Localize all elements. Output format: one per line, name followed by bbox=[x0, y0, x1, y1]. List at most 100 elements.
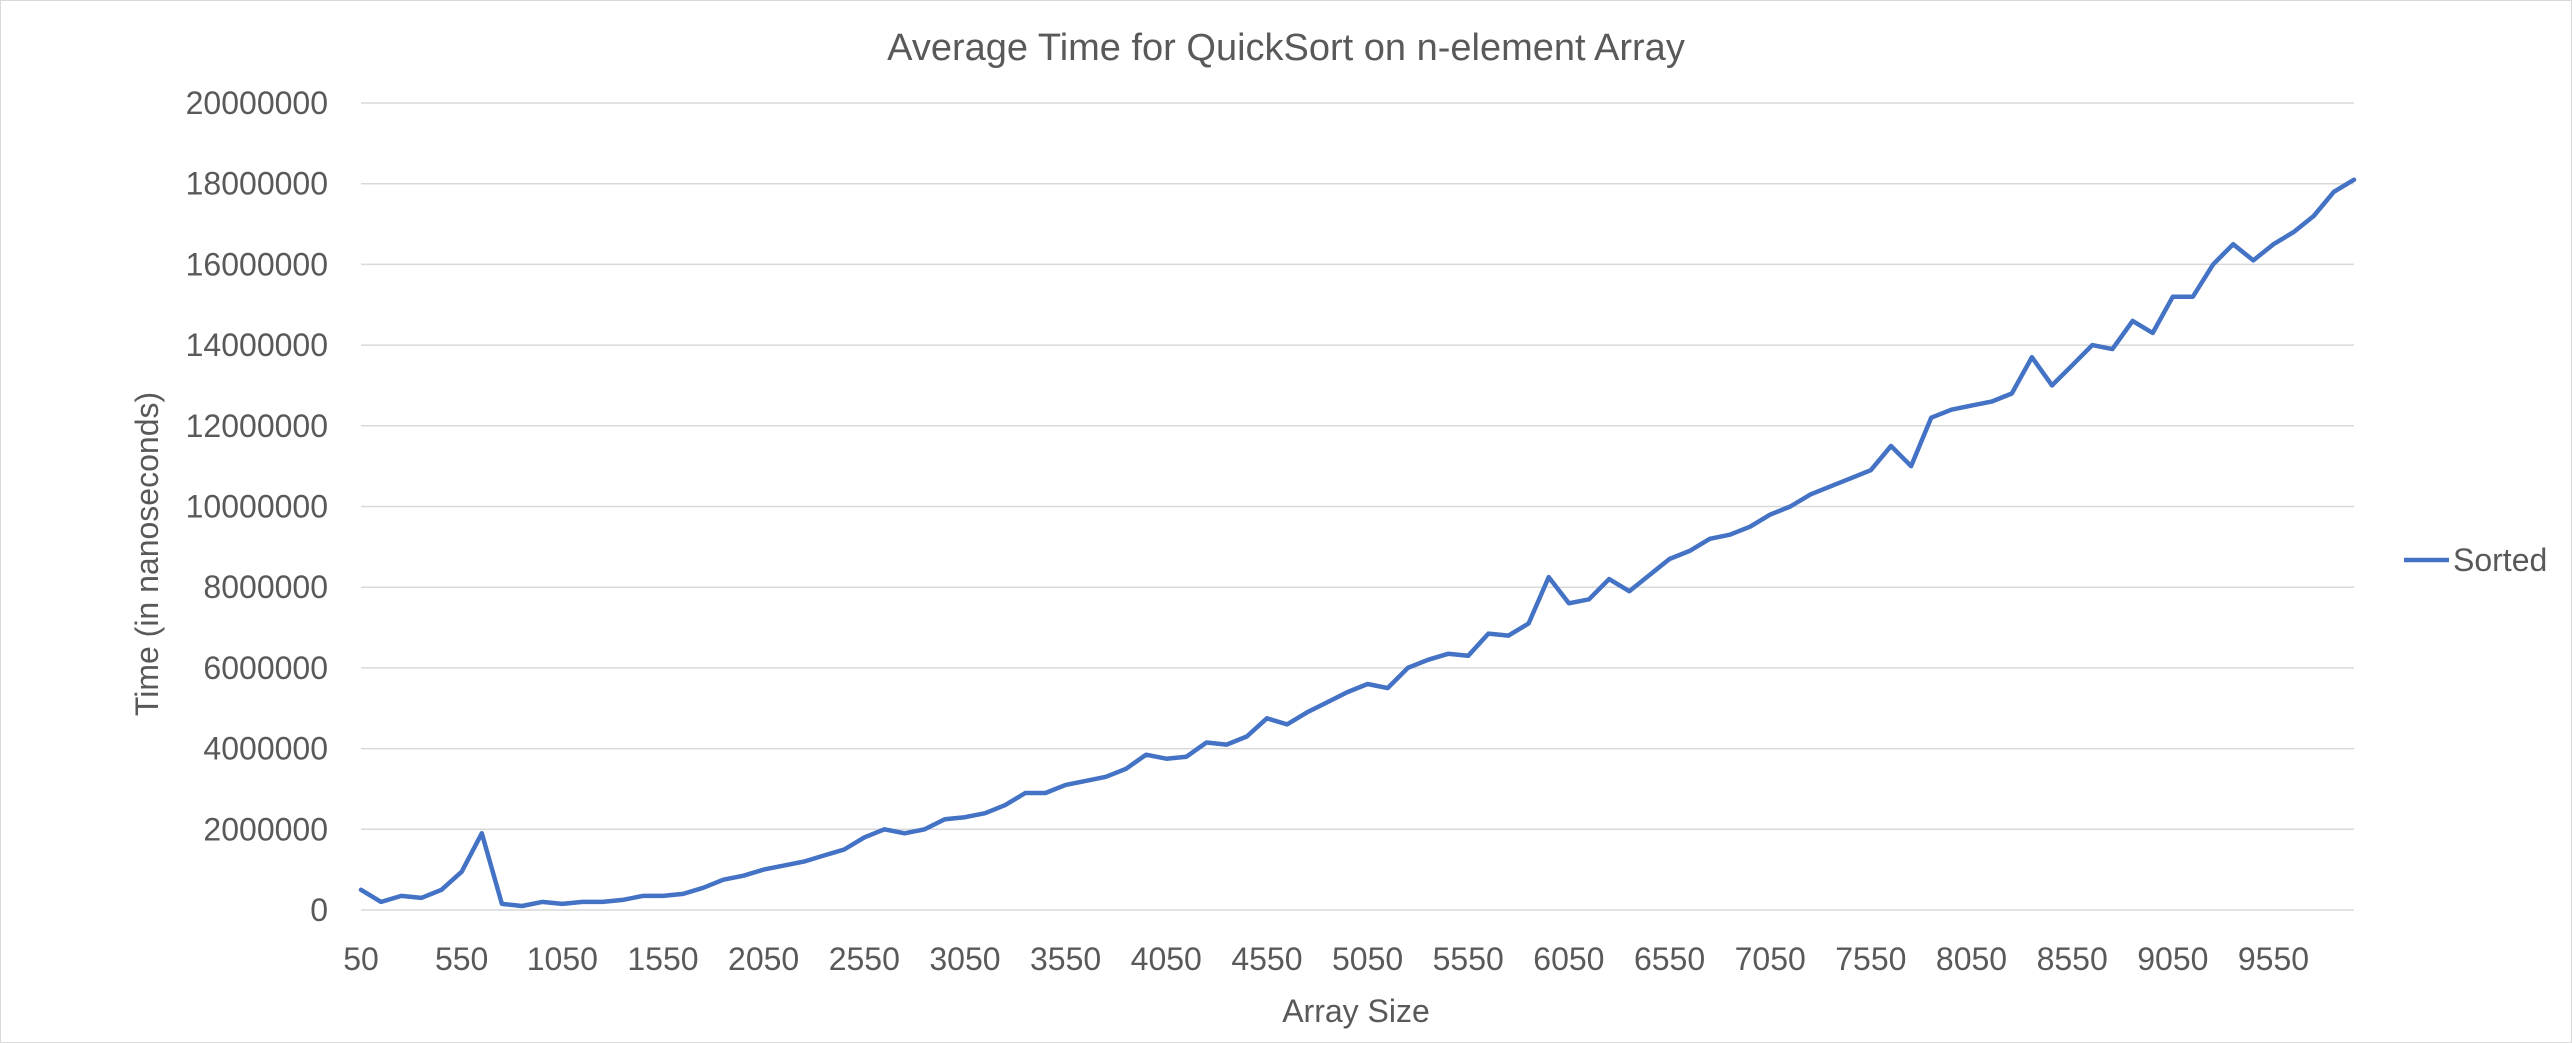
data-point bbox=[1689, 550, 1690, 551]
data-point bbox=[1105, 776, 1106, 777]
data-point bbox=[381, 901, 382, 902]
y-tick-label: 0 bbox=[310, 892, 328, 928]
x-tick-label: 8550 bbox=[2037, 941, 2108, 977]
data-point bbox=[1810, 494, 1811, 495]
data-point bbox=[1085, 780, 1086, 781]
data-point bbox=[1508, 635, 1509, 636]
data-point bbox=[1146, 754, 1147, 755]
series-line-sorted bbox=[358, 177, 2357, 909]
y-tick-label: 16000000 bbox=[186, 246, 328, 282]
data-point bbox=[662, 895, 663, 896]
data-point bbox=[542, 901, 543, 902]
data-point bbox=[421, 897, 422, 898]
y-tick-label: 6000000 bbox=[203, 650, 328, 686]
data-point bbox=[1548, 577, 1549, 578]
x-axis-tick-labels: 50 550 1050 1550 2050 2550 3050 3550 4050 4550 505… bbox=[343, 941, 2309, 977]
y-tick-label: 8000000 bbox=[203, 569, 328, 605]
data-point bbox=[1729, 534, 1730, 535]
data-point bbox=[2172, 296, 2173, 297]
data-point bbox=[1246, 736, 1247, 737]
data-point bbox=[703, 887, 704, 888]
x-tick-label: 50 bbox=[343, 941, 379, 977]
data-point bbox=[501, 903, 502, 904]
data-point bbox=[1307, 712, 1308, 713]
data-point bbox=[2253, 260, 2254, 261]
data-point bbox=[2354, 179, 2355, 180]
data-point bbox=[763, 869, 764, 870]
y-tick-label: 10000000 bbox=[186, 489, 328, 525]
data-point bbox=[2273, 244, 2274, 245]
data-point bbox=[2152, 332, 2153, 333]
x-tick-label: 550 bbox=[435, 941, 488, 977]
data-point bbox=[1568, 603, 1569, 604]
data-point bbox=[1850, 478, 1851, 479]
data-point bbox=[441, 889, 442, 890]
data-point bbox=[1609, 579, 1610, 580]
data-point bbox=[642, 895, 643, 896]
data-point bbox=[1005, 805, 1006, 806]
data-point bbox=[2132, 320, 2133, 321]
data-point bbox=[562, 903, 563, 904]
data-point bbox=[1790, 506, 1791, 507]
gridlines bbox=[361, 102, 2354, 911]
data-point bbox=[2293, 232, 2294, 233]
data-point bbox=[2092, 345, 2093, 346]
data-point bbox=[622, 899, 623, 900]
y-tick-label: 14000000 bbox=[186, 327, 328, 363]
x-tick-label: 6050 bbox=[1533, 941, 1604, 977]
y-tick-label: 4000000 bbox=[203, 731, 328, 767]
data-point bbox=[1448, 653, 1449, 654]
x-tick-label: 2550 bbox=[829, 941, 900, 977]
data-point bbox=[884, 829, 885, 830]
data-point bbox=[1830, 486, 1831, 487]
x-tick-label: 1050 bbox=[527, 941, 598, 977]
data-point bbox=[602, 901, 603, 902]
x-tick-label: 2050 bbox=[728, 941, 799, 977]
data-point bbox=[683, 893, 684, 894]
data-point bbox=[2333, 191, 2334, 192]
y-tick-label: 18000000 bbox=[186, 166, 328, 202]
data-point bbox=[1649, 575, 1650, 576]
data-point bbox=[1166, 758, 1167, 759]
data-point bbox=[2052, 385, 2053, 386]
data-point bbox=[2011, 393, 2012, 394]
data-point bbox=[824, 855, 825, 856]
chart-title: Average Time for QuickSort on n-element … bbox=[887, 27, 1685, 69]
data-point bbox=[844, 849, 845, 850]
data-point bbox=[2313, 215, 2314, 216]
data-point bbox=[1266, 718, 1267, 719]
data-point bbox=[1065, 784, 1066, 785]
data-point bbox=[1911, 466, 1912, 467]
data-point bbox=[1468, 655, 1469, 656]
data-point bbox=[1025, 792, 1026, 793]
data-point bbox=[924, 829, 925, 830]
data-point bbox=[1287, 724, 1288, 725]
data-point bbox=[1528, 623, 1529, 624]
x-tick-label: 9550 bbox=[2238, 941, 2309, 977]
data-point bbox=[1770, 514, 1771, 515]
x-tick-label: 1550 bbox=[627, 941, 698, 977]
data-point bbox=[2233, 244, 2234, 245]
legend: Sorted bbox=[2404, 542, 2547, 578]
data-point bbox=[1629, 591, 1630, 592]
x-tick-label: 5550 bbox=[1433, 941, 1504, 977]
x-tick-label: 8050 bbox=[1936, 941, 2007, 977]
x-tick-label: 3550 bbox=[1030, 941, 1101, 977]
data-point bbox=[2213, 264, 2214, 265]
x-tick-label: 3050 bbox=[929, 941, 1000, 977]
y-tick-label: 2000000 bbox=[203, 811, 328, 847]
data-point bbox=[361, 889, 362, 890]
data-point bbox=[1931, 417, 1932, 418]
data-point bbox=[1206, 742, 1207, 743]
data-point bbox=[904, 833, 905, 834]
data-point bbox=[985, 813, 986, 814]
legend-label-sorted: Sorted bbox=[2453, 542, 2547, 578]
data-point bbox=[1870, 470, 1871, 471]
data-point bbox=[401, 895, 402, 896]
x-tick-label: 7550 bbox=[1835, 941, 1906, 977]
data-point bbox=[1427, 659, 1428, 660]
data-point bbox=[1971, 405, 1972, 406]
x-tick-label: 5050 bbox=[1332, 941, 1403, 977]
data-point bbox=[1951, 409, 1952, 410]
